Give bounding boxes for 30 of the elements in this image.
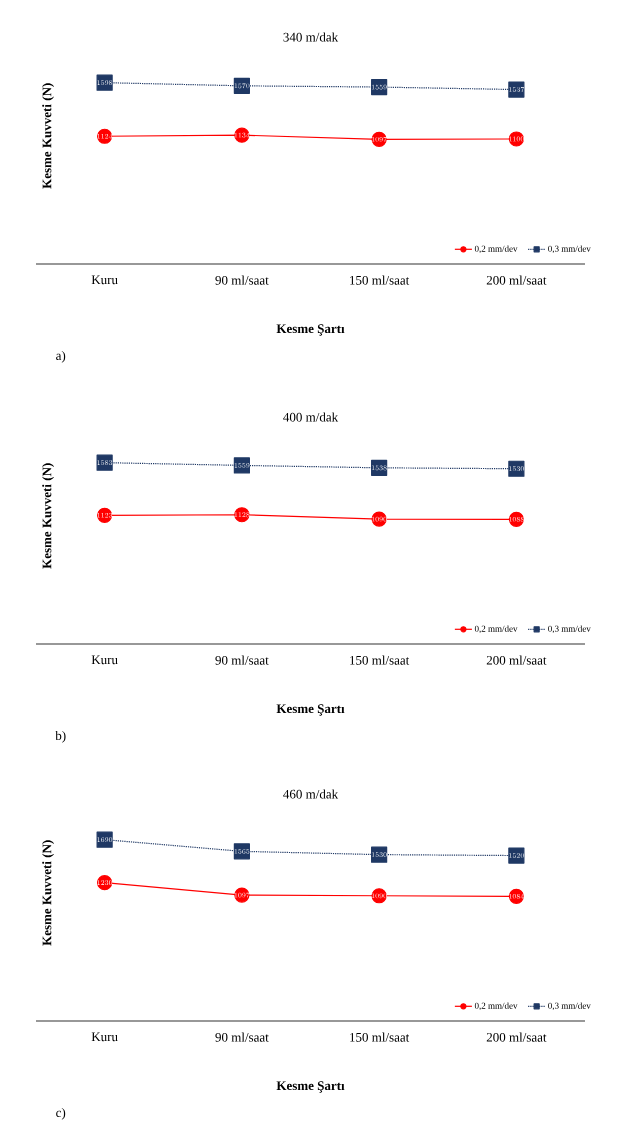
y-axis-title: Kesme Kuvveti (N) [42,83,54,189]
legend-label: 0,3 mm/dev [548,1002,591,1011]
text: a) [56,350,66,363]
x-tick-label: 200 ml/saat [486,275,547,285]
legend-label: 0,3 mm/dev [548,245,591,254]
x-tick-label: Kuru [91,275,118,285]
x-tick-label: 150 ml/saat [350,655,410,665]
y-axis-title: Kesme Kuvveti (N) [42,463,54,569]
text: c) [56,1107,66,1120]
x-tick-label: 90 ml/saat [215,655,269,665]
x-tick-label: 90 ml/saat [215,1032,269,1042]
x-tick-label: 90 ml/saat [215,275,269,285]
x-axis-title: Kesme Şartı [276,704,345,716]
chart-title: 400 m/dak [283,412,339,422]
x-tick-label: 200 ml/saat [486,1032,547,1042]
chart-title: 340 m/dak [283,32,339,42]
x-tick-label: 150 ml/saat [350,275,410,285]
x-tick-label: Kuru [91,1032,118,1042]
y-axis-title: Kesme Kuvveti (N) [42,840,54,946]
text: b) [55,730,66,743]
x-axis-title: Kesme Şartı [276,1081,345,1093]
x-tick-label: 200 ml/saat [486,655,547,665]
x-axis-title: Kesme Şartı [276,324,345,336]
legend-label: 0,2 mm/dev [474,245,518,254]
chart-title: 460 m/dak [283,789,339,799]
legend-label: 0,2 mm/dev [474,625,518,634]
x-tick-label: 150 ml/saat [350,1032,410,1042]
legend-label: 0,2 mm/dev [474,1002,518,1011]
x-tick-label: Kuru [91,655,118,665]
legend-label: 0,3 mm/dev [548,625,591,634]
